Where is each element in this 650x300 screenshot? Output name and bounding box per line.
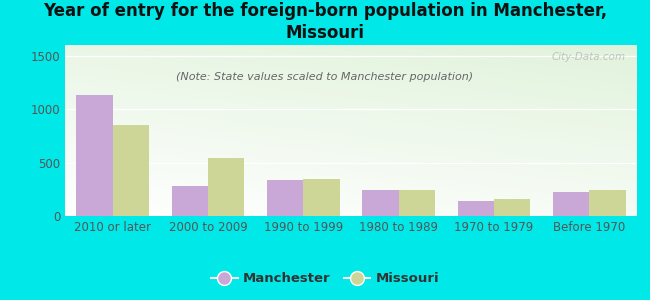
Bar — [77, 95, 112, 216]
Text: (Note: State values scaled to Manchester population): (Note: State values scaled to Manchester… — [176, 72, 474, 82]
Bar — [172, 186, 208, 216]
Text: Year of entry for the foreign-born population in Manchester,
Missouri: Year of entry for the foreign-born popul… — [43, 2, 607, 42]
Bar — [208, 158, 244, 216]
Bar — [363, 190, 398, 216]
Legend: Manchester, Missouri: Manchester, Missouri — [206, 267, 444, 290]
Bar — [494, 199, 530, 216]
Bar — [112, 125, 149, 216]
Bar — [267, 180, 304, 216]
Bar — [398, 190, 435, 216]
Text: City-Data.com: City-Data.com — [551, 52, 625, 62]
Bar — [553, 193, 590, 216]
Bar — [458, 201, 494, 216]
Bar — [304, 179, 339, 216]
Bar — [590, 190, 625, 216]
